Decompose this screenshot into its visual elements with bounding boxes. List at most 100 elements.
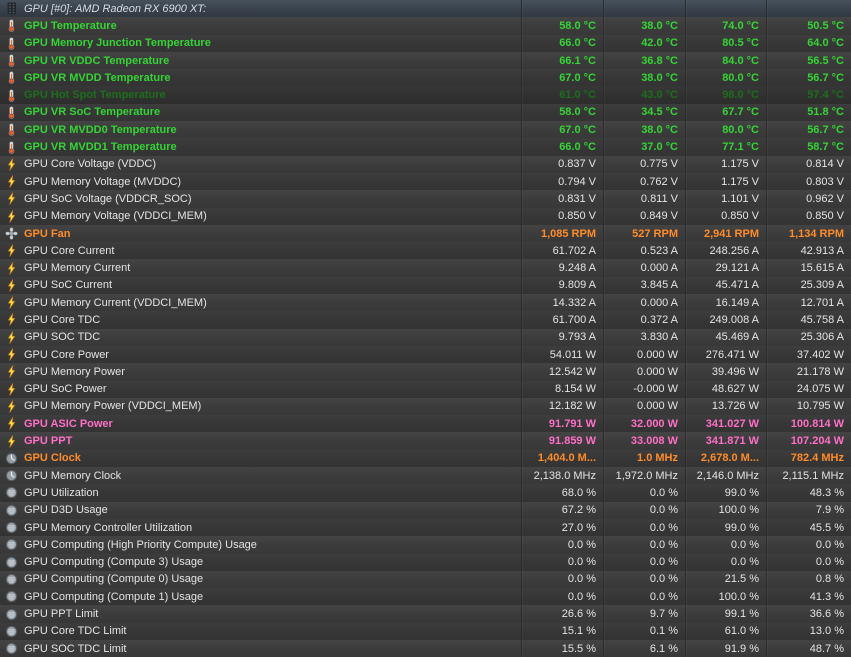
- sensor-row[interactable]: GPU D3D Usage 67.2 % 0.0 % 100.0 % 7.9 %: [0, 501, 851, 519]
- sensor-row[interactable]: GPU Memory Power (VDDCI_MEM) 12.182 W 0.00…: [0, 397, 851, 416]
- sensor-value-4: 1,134 RPM: [766, 224, 851, 243]
- sensor-label: GPU Core TDC: [24, 313, 101, 326]
- sensor-row[interactable]: GPU SoC Voltage (VDDCR_SOC) 0.831 V 0.811 …: [0, 190, 851, 208]
- lightning-icon: [5, 192, 18, 206]
- sensor-row[interactable]: GPU SOC TDC 9.793 A 3.830 A 45.469 A 25.306 …: [0, 328, 851, 346]
- group-header-row[interactable]: GPU [#0]: AMD Radeon RX 6900 XT:: [0, 0, 851, 18]
- sensor-value-3: 98.0 °C: [685, 86, 766, 104]
- sensor-value-3: 45.471 A: [685, 276, 766, 295]
- sensor-value-3: 13.726 W: [685, 397, 766, 416]
- sensor-value-3: 80.0 °C: [685, 69, 766, 87]
- sensor-row[interactable]: GPU Core TDC 61.700 A 0.372 A 249.008 A 45.7…: [0, 311, 851, 329]
- lightning-icon: [5, 313, 18, 327]
- sensor-value-1: 54.011 W: [521, 345, 603, 364]
- sensor-row[interactable]: GPU VR MVDD Temperature 67.0 °C 38.0 °C 80.…: [0, 69, 851, 87]
- sensor-label: GPU VR SoC Temperature: [24, 106, 161, 119]
- sensor-row[interactable]: GPU Computing (Compute 1) Usage 0.0 % 0.0 …: [0, 588, 851, 606]
- sensor-row[interactable]: GPU Clock 1,404.0 M... 1.0 MHz 2,678.0 M...…: [0, 449, 851, 468]
- sensor-value-1: 0.831 V: [521, 190, 603, 208]
- sensor-row[interactable]: GPU Temperature 58.0 °C 38.0 °C 74.0 °C 50.5…: [0, 17, 851, 35]
- sensor-value-4: 36.6 %: [766, 605, 851, 623]
- thermometer-icon: [5, 106, 18, 119]
- thermometer-icon: [5, 54, 18, 67]
- group-header-label-cell: GPU [#0]: AMD Radeon RX 6900 XT:: [0, 0, 521, 17]
- sensor-row[interactable]: GPU Memory Junction Temperature 66.0 °C 42…: [0, 34, 851, 52]
- sensor-value-4: 42.913 A: [766, 242, 851, 260]
- header-col-1: [521, 0, 603, 18]
- sensor-label: GPU SoC Current: [24, 279, 113, 292]
- sensor-label-cell: GPU Utilization: [0, 484, 521, 501]
- sensor-row[interactable]: GPU VR VDDC Temperature 66.1 °C 36.8 °C 84.…: [0, 51, 851, 70]
- gauge-icon: [5, 642, 18, 655]
- sensor-value-1: 61.0 °C: [521, 86, 603, 104]
- sensor-row[interactable]: GPU Memory Current (VDDCI_MEM) 14.332 A 0.…: [0, 294, 851, 312]
- sensor-value-4: 107.204 W: [766, 432, 851, 450]
- sensor-value-4: 0.814 V: [766, 155, 851, 173]
- sensor-value-3: 21.5 %: [685, 570, 766, 589]
- sensor-row[interactable]: GPU PPT Limit 26.6 % 9.7 % 99.1 % 36.6 %: [0, 605, 851, 623]
- thermometer-icon: [5, 19, 18, 33]
- sensor-value-4: 37.402 W: [766, 345, 851, 364]
- sensor-value-3: 67.7 °C: [685, 103, 766, 122]
- sensor-row[interactable]: GPU Memory Current 9.248 A 0.000 A 29.121 A…: [0, 259, 851, 277]
- sensor-label: GPU Memory Voltage (VDDCI_MEM): [24, 210, 207, 223]
- sensor-row[interactable]: GPU Computing (Compute 3) Usage 0.0 % 0.0 …: [0, 553, 851, 571]
- sensor-value-2: 38.0 °C: [603, 121, 685, 139]
- sensor-row[interactable]: GPU Core Power 54.011 W 0.000 W 276.471 W 37…: [0, 345, 851, 364]
- sensor-row[interactable]: GPU SOC TDC Limit 15.5 % 6.1 % 91.9 % 48.7 %: [0, 639, 851, 657]
- sensor-row[interactable]: GPU PPT 91.859 W 33.008 W 341.871 W 107.204 …: [0, 432, 851, 450]
- sensor-row[interactable]: GPU Memory Controller Utilization 27.0 % 0…: [0, 518, 851, 537]
- lightning-icon: [5, 348, 18, 361]
- sensor-value-2: 1.0 MHz: [603, 449, 685, 468]
- sensor-value-1: 1,085 RPM: [521, 224, 603, 243]
- sensor-row[interactable]: GPU Utilization 68.0 % 0.0 % 99.0 % 48.3 %: [0, 484, 851, 502]
- sensor-row[interactable]: GPU VR SoC Temperature 58.0 °C 34.5 °C 67.7…: [0, 103, 851, 122]
- sensor-value-3: 84.0 °C: [685, 51, 766, 70]
- sensor-row[interactable]: GPU Computing (High Priority Compute) Us…: [0, 536, 851, 554]
- sensor-label-cell: GPU Memory Voltage (MVDDC): [0, 173, 521, 190]
- sensor-row[interactable]: GPU Fan 1,085 RPM 527 RPM 2,941 RPM 1,134 RP…: [0, 224, 851, 243]
- sensor-value-3: 276.471 W: [685, 345, 766, 364]
- sensor-row[interactable]: GPU Memory Clock 2,138.0 MHz 1,972.0 MHz 2,…: [0, 467, 851, 485]
- sensor-row[interactable]: GPU Core TDC Limit 15.1 % 0.1 % 61.0 % 13.0 …: [0, 622, 851, 640]
- sensor-row[interactable]: GPU VR MVDD1 Temperature 66.0 °C 37.0 °C 77…: [0, 138, 851, 156]
- sensor-row[interactable]: GPU Computing (Compute 0) Usage 0.0 % 0.0 …: [0, 570, 851, 589]
- sensor-value-4: 25.306 A: [766, 328, 851, 346]
- sensor-label-cell: GPU Memory Controller Utilization: [0, 519, 521, 536]
- sensor-value-4: 0.8 %: [766, 570, 851, 589]
- sensor-value-4: 0.0 %: [766, 553, 851, 571]
- sensor-value-3: 74.0 °C: [685, 17, 766, 35]
- sensor-row[interactable]: GPU Core Current 61.702 A 0.523 A 248.256 A…: [0, 242, 851, 260]
- sensor-label-cell: GPU PPT Limit: [0, 605, 521, 622]
- sensor-label: GPU VR MVDD Temperature: [24, 71, 171, 84]
- sensor-value-4: 13.0 %: [766, 622, 851, 640]
- sensor-row[interactable]: GPU Hot Spot Temperature 61.0 °C 43.0 °C 98…: [0, 86, 851, 104]
- sensor-value-4: 21.178 W: [766, 363, 851, 381]
- sensor-label-cell: GPU Computing (Compute 0) Usage: [0, 571, 521, 588]
- sensor-label: GPU SOC TDC: [24, 331, 101, 344]
- sensor-value-1: 0.0 %: [521, 588, 603, 606]
- sensor-value-1: 12.542 W: [521, 363, 603, 381]
- sensor-label-cell: GPU Clock: [0, 450, 521, 467]
- sensor-value-1: 58.0 °C: [521, 103, 603, 122]
- gpu-chip-icon: [5, 2, 18, 15]
- sensor-row[interactable]: GPU SoC Current 9.809 A 3.845 A 45.471 A 25.…: [0, 276, 851, 295]
- sensor-value-1: 0.0 %: [521, 570, 603, 589]
- sensor-row[interactable]: GPU SoC Power 8.154 W -0.000 W 48.627 W 24.0…: [0, 380, 851, 398]
- sensor-row[interactable]: GPU Core Voltage (VDDC) 0.837 V 0.775 V 1.1…: [0, 155, 851, 173]
- sensor-label: GPU ASIC Power: [24, 417, 113, 430]
- sensor-label-cell: GPU VR VDDC Temperature: [0, 52, 521, 69]
- header-col-2: [603, 0, 685, 18]
- lightning-icon: [5, 400, 18, 413]
- sensor-row[interactable]: GPU Memory Voltage (MVDDC) 0.794 V 0.762 V…: [0, 172, 851, 191]
- sensor-value-3: 39.496 W: [685, 363, 766, 381]
- sensor-value-4: 15.615 A: [766, 259, 851, 277]
- sensor-row[interactable]: GPU VR MVDD0 Temperature 67.0 °C 38.0 °C 80…: [0, 121, 851, 139]
- sensor-value-1: 0.0 %: [521, 536, 603, 554]
- sensor-value-3: 341.027 W: [685, 415, 766, 433]
- sensor-row[interactable]: GPU Memory Voltage (VDDCI_MEM) 0.850 V 0.8…: [0, 207, 851, 225]
- sensor-value-3: 80.0 °C: [685, 121, 766, 139]
- sensor-value-3: 341.871 W: [685, 432, 766, 450]
